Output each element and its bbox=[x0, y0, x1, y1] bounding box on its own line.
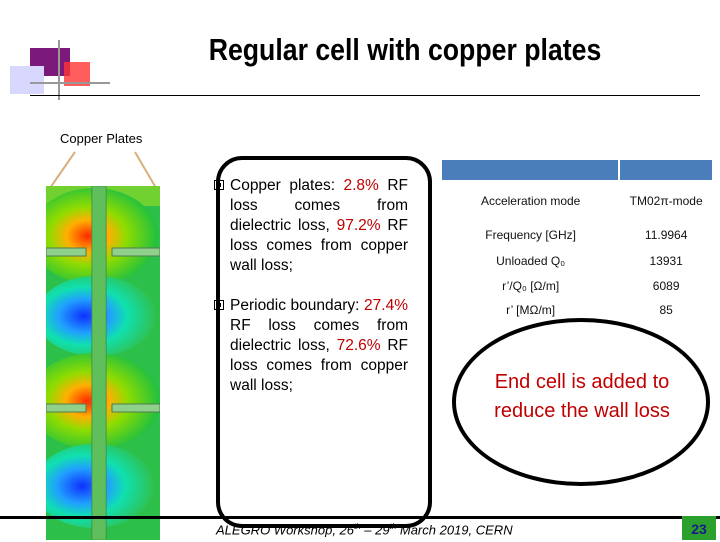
copper-plates-label: Copper Plates bbox=[60, 131, 143, 146]
footer-prefix: ALEGRO Workshop, 26 bbox=[216, 522, 354, 538]
deco-lavender-square bbox=[10, 66, 44, 94]
bullet2-text-a: Periodic boundary: bbox=[230, 297, 365, 314]
row-value: 11.9964 bbox=[644, 228, 688, 242]
deco-horizontal-line bbox=[30, 82, 110, 84]
row-value: TM02π-mode bbox=[629, 194, 703, 208]
row-value: 13931 bbox=[649, 254, 683, 268]
bullet2-pct-wall: 72.6% bbox=[336, 337, 381, 354]
footer-mid: – 29 bbox=[360, 522, 390, 538]
bullet2-pct-dielectric: 27.4% bbox=[364, 297, 408, 314]
table-header-cell bbox=[619, 160, 714, 180]
row-label: Acceleration mode bbox=[480, 194, 581, 208]
field-simulation-image bbox=[46, 186, 160, 540]
bullet2-text-c: RF loss comes from dielectric loss, bbox=[230, 317, 408, 354]
page-number: 23 bbox=[682, 516, 716, 540]
table-row: r’ [MΩ/m] 85 bbox=[442, 298, 713, 322]
footer-text: ALEGRO Workshop, 26th – 29th March 2019,… bbox=[216, 522, 513, 537]
deco-vertical-line bbox=[58, 40, 60, 100]
bullet1-pct-dielectric: 2.8% bbox=[343, 177, 379, 194]
table-header-cell bbox=[442, 160, 621, 180]
checkbox-bullet-icon bbox=[214, 300, 224, 310]
footer-divider bbox=[0, 516, 720, 519]
row-label: r’/Q₀ [Ω/m] bbox=[502, 279, 560, 293]
bullets-box bbox=[216, 156, 432, 528]
bullet-periodic-boundary: Periodic boundary: 27.4% RF loss comes f… bbox=[214, 296, 408, 396]
slide-title: Regular cell with copper plates bbox=[208, 32, 602, 67]
footer-sup2: th bbox=[389, 522, 397, 531]
parameters-table: Acceleration mode TM02π-mode Frequency [… bbox=[442, 160, 714, 322]
bullet1-text-a: Copper plates: bbox=[230, 177, 344, 194]
row-label: Unloaded Q₀ bbox=[496, 254, 566, 268]
end-cell-note: End cell is added to reduce the wall los… bbox=[494, 371, 670, 422]
bullet1-pct-wall: 97.2% bbox=[336, 217, 381, 234]
row-value: 85 bbox=[659, 303, 673, 317]
row-label: Frequency [GHz] bbox=[485, 228, 576, 242]
table-row: r’/Q₀ [Ω/m] 6089 bbox=[442, 274, 713, 298]
table-row: Unloaded Q₀ 13931 bbox=[442, 248, 713, 274]
end-cell-ellipse bbox=[452, 318, 710, 486]
bullet1-text-e: RF loss comes from copper wall loss; bbox=[230, 217, 408, 274]
table-header-row bbox=[442, 160, 714, 180]
row-label: r’ [MΩ/m] bbox=[506, 303, 556, 317]
row-value: 6089 bbox=[652, 279, 680, 293]
checkbox-bullet-icon bbox=[214, 180, 224, 190]
table-row: Frequency [GHz] 11.9964 bbox=[442, 222, 713, 248]
footer-suffix: March 2019, CERN bbox=[396, 522, 513, 538]
bullet2-text-e: RF loss comes from copper wall loss; bbox=[230, 337, 408, 394]
bullet1-text-c: RF loss comes from dielectric loss, bbox=[230, 177, 408, 234]
bullet-copper-plates: Copper plates: 2.8% RF loss comes from d… bbox=[214, 176, 408, 276]
footer-sup1: th bbox=[354, 522, 361, 531]
table-row: Acceleration mode TM02π-mode bbox=[442, 180, 713, 222]
title-divider bbox=[30, 95, 700, 96]
